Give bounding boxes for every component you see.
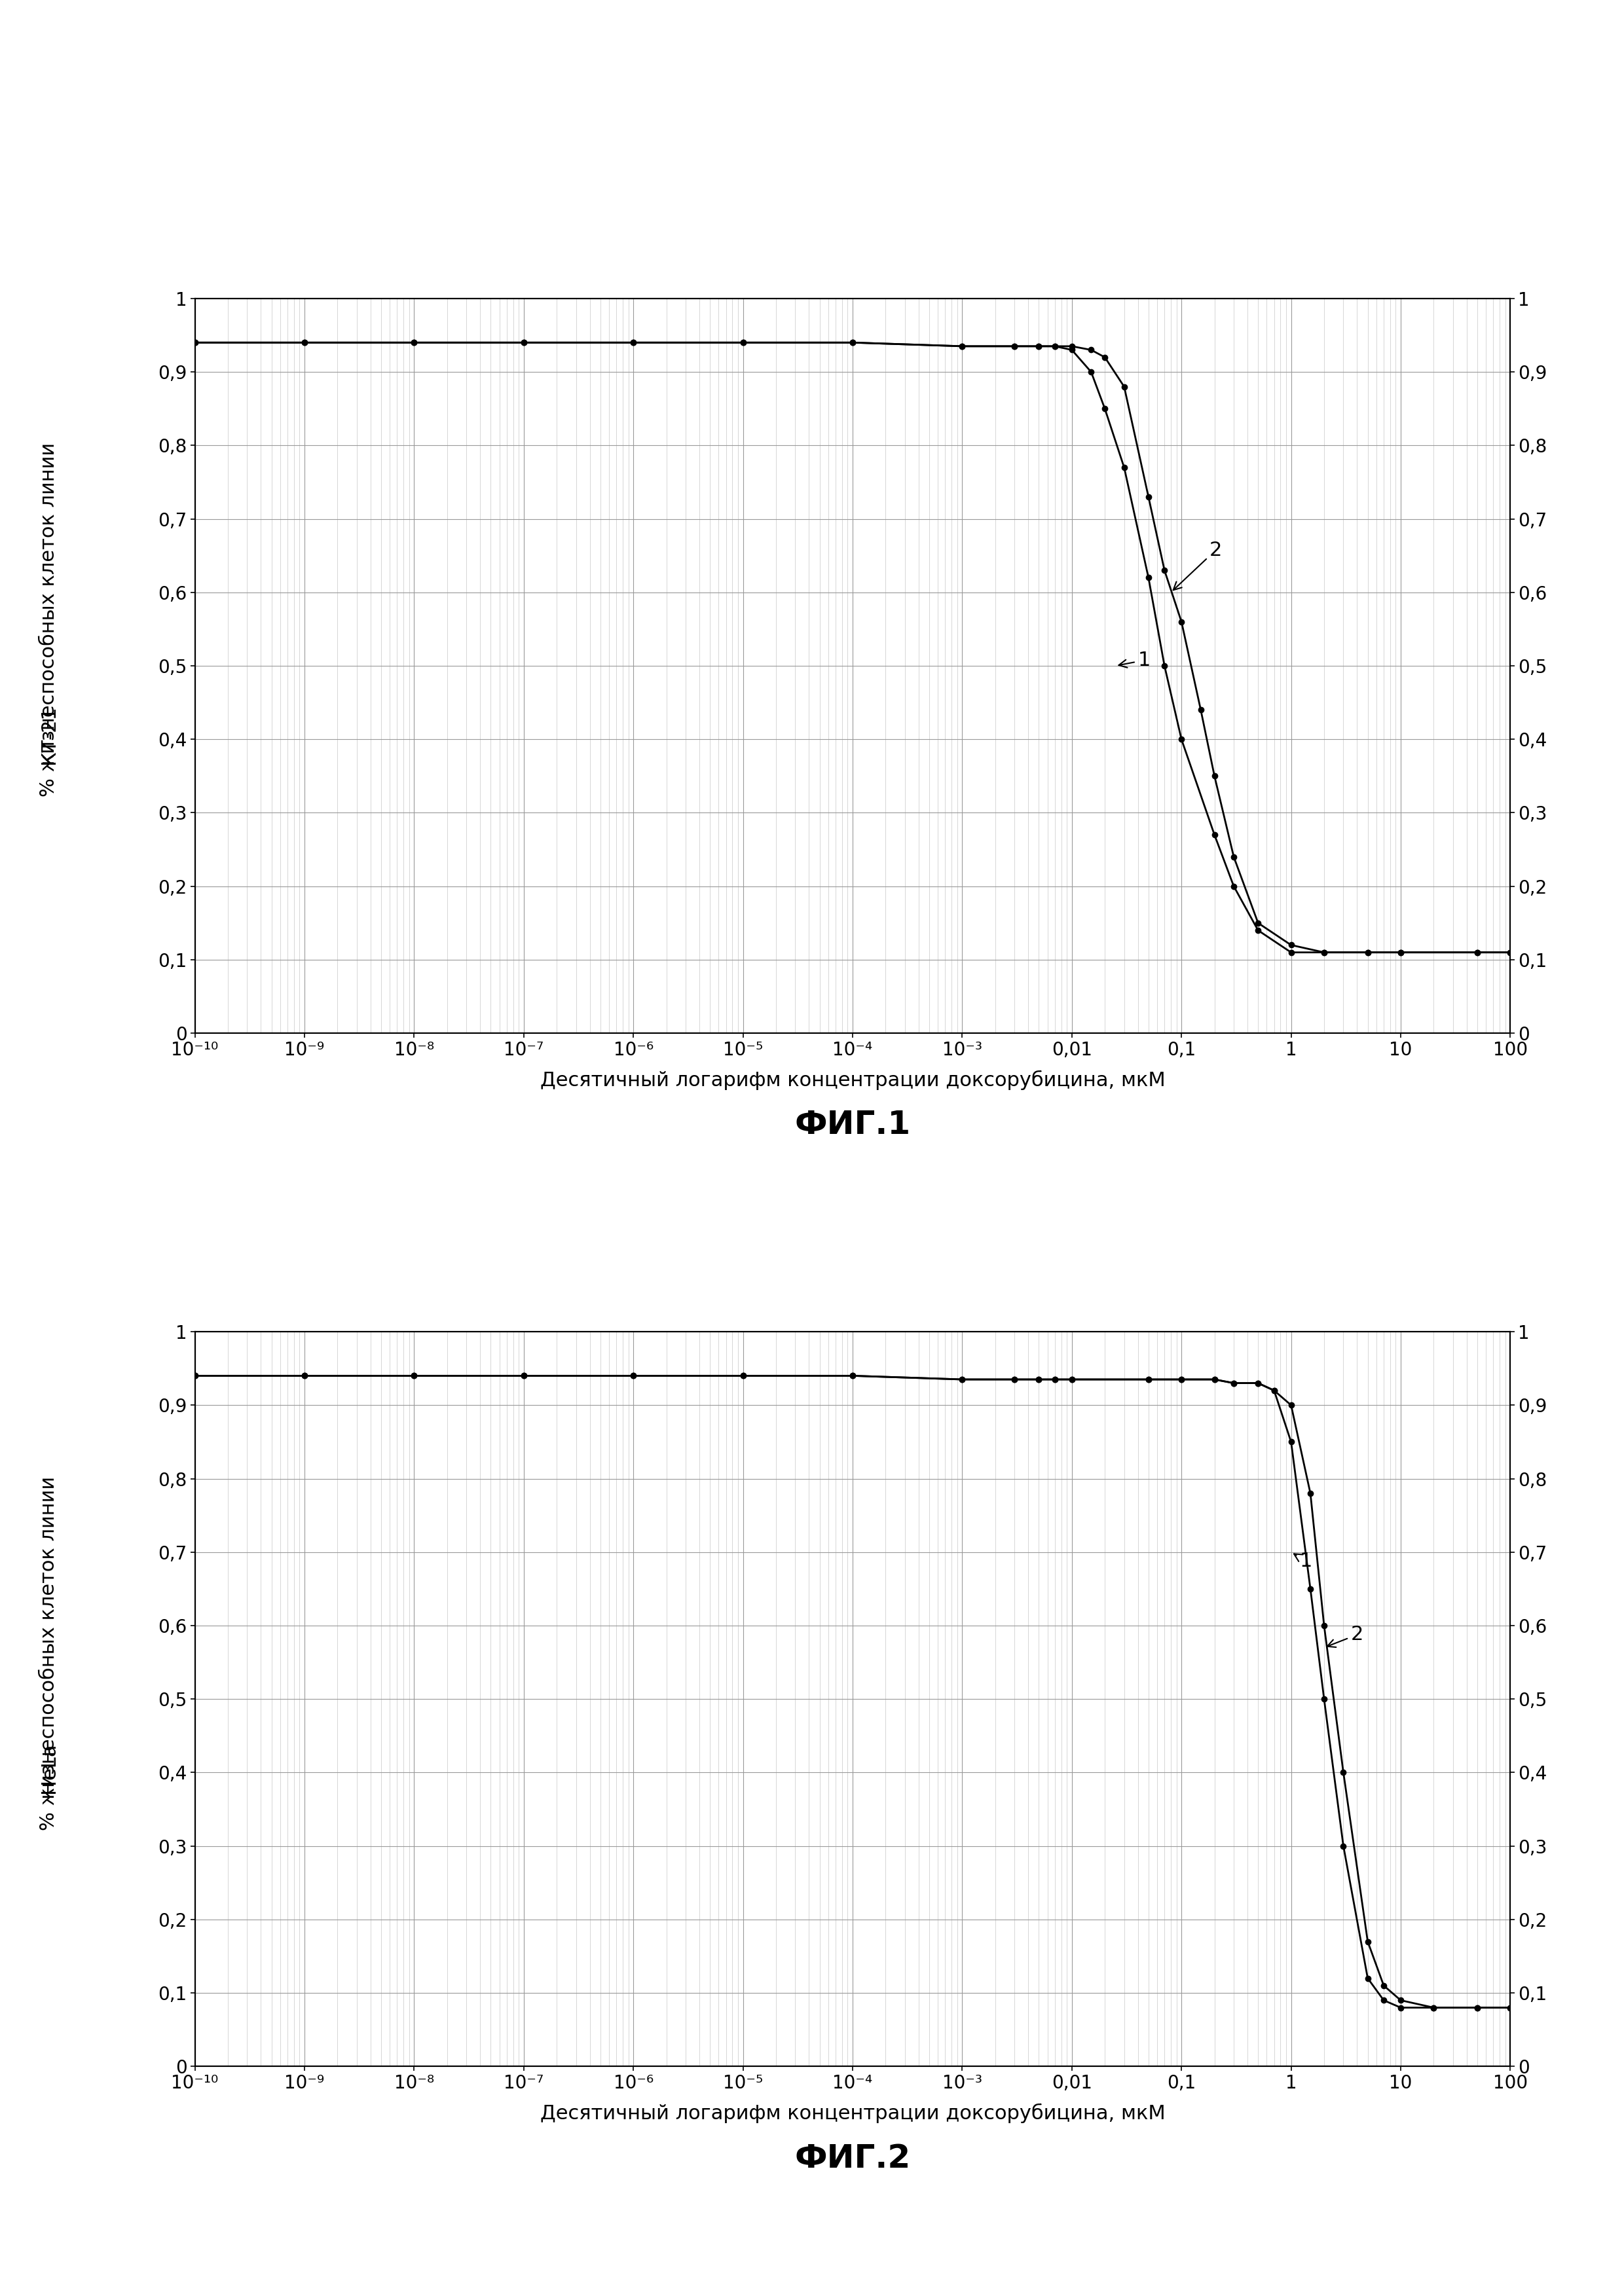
Text: 2: 2 xyxy=(1173,540,1223,590)
Text: 1: 1 xyxy=(1119,650,1150,670)
Text: КТ-21: КТ-21 xyxy=(39,705,58,765)
Text: HeLa: HeLa xyxy=(39,1743,58,1793)
Text: 1: 1 xyxy=(1294,1552,1312,1570)
Text: 2: 2 xyxy=(1327,1626,1364,1646)
Text: ФИГ.2: ФИГ.2 xyxy=(794,2142,911,2174)
Text: % жизнеспособных клеток линии: % жизнеспособных клеток линии xyxy=(39,1476,58,1830)
Text: % жизнеспособных клеток линии: % жизнеспособных клеток линии xyxy=(39,443,58,797)
Text: ФИГ.1: ФИГ.1 xyxy=(794,1109,911,1141)
X-axis label: Десятичный логарифм концентрации доксорубицина, мкМ: Десятичный логарифм концентрации доксору… xyxy=(541,2103,1164,2124)
X-axis label: Десятичный логарифм концентрации доксорубицина, мкМ: Десятичный логарифм концентрации доксору… xyxy=(541,1070,1164,1091)
